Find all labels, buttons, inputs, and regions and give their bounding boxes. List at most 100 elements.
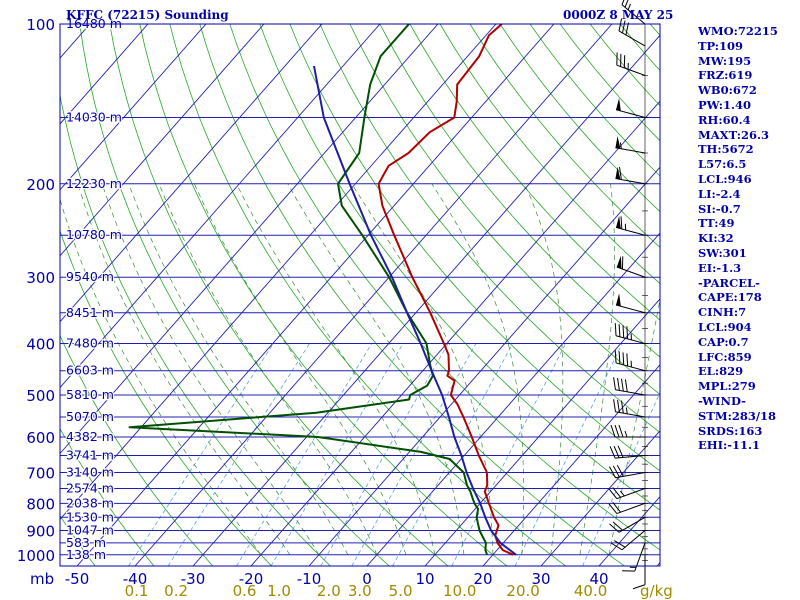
isotherm bbox=[0, 24, 32, 566]
parcel-line bbox=[313, 65, 517, 556]
temperature-line bbox=[377, 24, 514, 556]
wind-barb bbox=[615, 98, 646, 118]
dry-adiabat bbox=[409, 24, 660, 321]
temperature-tick-label: -50 bbox=[65, 570, 90, 588]
dry-adiabat bbox=[439, 24, 660, 285]
dry-adiabat bbox=[60, 427, 155, 566]
sounding-series bbox=[128, 24, 517, 556]
temperature-tick-label: -40 bbox=[123, 570, 148, 588]
index-item: TT:49 bbox=[698, 216, 735, 231]
index-item: CAP:0.7 bbox=[698, 334, 749, 349]
dry-adiabat bbox=[60, 334, 214, 566]
dry-adiabat bbox=[229, 24, 660, 551]
pressure-tick-label: 100 bbox=[26, 16, 55, 34]
mixing-ratio-unit-label: g/kg bbox=[640, 582, 673, 600]
index-item: CINH:7 bbox=[698, 305, 747, 320]
temperature-tick-label: 10 bbox=[415, 570, 434, 588]
height-label: 5810 m bbox=[66, 387, 114, 402]
height-label: 5070 m bbox=[66, 409, 114, 424]
dry-adiabat bbox=[259, 24, 660, 511]
mixing-ratio-line bbox=[582, 391, 660, 566]
pressure-tick-label: 800 bbox=[26, 495, 55, 513]
isotherm bbox=[366, 232, 660, 566]
mixing-ratio-line bbox=[392, 343, 513, 566]
height-label: 8451 m bbox=[66, 305, 114, 320]
pressure-unit-label: mb bbox=[30, 570, 54, 588]
index-item: SW:301 bbox=[698, 245, 747, 260]
index-item: LCL:946 bbox=[698, 171, 752, 186]
dry-adiabat bbox=[199, 24, 625, 566]
index-item: TH:5672 bbox=[698, 142, 754, 157]
wind-barb bbox=[613, 377, 646, 396]
index-item: EHI:-11.1 bbox=[698, 438, 761, 453]
index-item: SRDS:163 bbox=[698, 423, 763, 438]
isotherm bbox=[60, 24, 207, 191]
pressure-tick-label: 500 bbox=[26, 387, 55, 405]
temperature-tick-label: 0 bbox=[362, 570, 372, 588]
height-label: 1530 m bbox=[66, 509, 114, 524]
wind-barb bbox=[613, 399, 646, 418]
wind-barb bbox=[609, 445, 646, 459]
height-label: 3741 m bbox=[66, 447, 114, 462]
isotherm bbox=[308, 166, 660, 566]
pressure-tick-label: 600 bbox=[26, 429, 55, 447]
wind-barb bbox=[615, 135, 646, 154]
index-item: RH:60.4 bbox=[698, 112, 751, 127]
index-item: MPL:279 bbox=[698, 379, 756, 394]
wind-barb bbox=[608, 487, 646, 500]
isotherm bbox=[60, 24, 323, 323]
dry-adiabat bbox=[289, 24, 660, 472]
height-label: 1047 m bbox=[66, 522, 114, 537]
moist-adiabat bbox=[608, 297, 660, 555]
wind-barb bbox=[618, 18, 646, 47]
moist-adiabat bbox=[128, 183, 349, 555]
mixing-ratio-label: 3.0 bbox=[348, 582, 372, 600]
isotherms bbox=[0, 24, 660, 566]
sounding-datetime: 0000Z 8 MAY 25 bbox=[563, 8, 674, 22]
mixing-ratio-label: 40.0 bbox=[574, 582, 607, 600]
height-label: 7480 m bbox=[66, 336, 114, 351]
dry-adiabat bbox=[139, 24, 508, 566]
mixing-ratio-line bbox=[167, 343, 310, 566]
dry-adiabat bbox=[469, 24, 660, 248]
pressure-tick-label: 700 bbox=[26, 465, 55, 483]
isotherm bbox=[482, 364, 660, 566]
dry-adiabat bbox=[319, 24, 660, 433]
wind-barb bbox=[610, 530, 646, 551]
mixing-ratio-line bbox=[128, 343, 274, 566]
isotherm bbox=[60, 24, 497, 521]
temperature-tick-label: 40 bbox=[589, 570, 608, 588]
isotherm bbox=[60, 24, 149, 125]
height-label: 4382 m bbox=[66, 429, 114, 444]
dry-adiabat bbox=[109, 24, 449, 566]
wind-barb bbox=[608, 464, 646, 479]
pressure-tick-label: 200 bbox=[26, 176, 55, 194]
wind-barbs bbox=[608, 0, 648, 590]
wind-barb bbox=[614, 323, 646, 345]
dry-adiabat bbox=[349, 24, 660, 395]
dry-adiabat bbox=[79, 24, 390, 566]
dry-adiabat bbox=[169, 24, 566, 566]
index-item: SI:-0.7 bbox=[698, 201, 741, 216]
moist-adiabat bbox=[101, 183, 320, 555]
height-label: 12230 m bbox=[66, 176, 122, 191]
indices-panel: WMO:72215 TP:109 MW:195 FRZ:619 WB0:672 PW:1.… bbox=[698, 24, 778, 453]
index-item: LFC:859 bbox=[698, 349, 752, 364]
wind-barb bbox=[621, 0, 646, 25]
index-item: -PARCEL- bbox=[698, 275, 760, 290]
temperature-tick-label: 30 bbox=[531, 570, 550, 588]
mixing-ratio-line bbox=[451, 343, 566, 566]
isotherm bbox=[540, 430, 660, 566]
moist-adiabat bbox=[523, 183, 564, 555]
wind-barb bbox=[610, 424, 645, 438]
mixing-ratio-label: 1.0 bbox=[267, 582, 291, 600]
height-label: 10780 m bbox=[66, 227, 122, 242]
dry-adiabat bbox=[60, 93, 331, 566]
wind-barb bbox=[615, 215, 646, 236]
wind-barb bbox=[615, 166, 646, 185]
index-item: FRZ:619 bbox=[698, 68, 753, 83]
temperature-tick-label: -30 bbox=[181, 570, 206, 588]
isotherm bbox=[60, 24, 439, 455]
index-item: LCL:904 bbox=[698, 319, 752, 334]
